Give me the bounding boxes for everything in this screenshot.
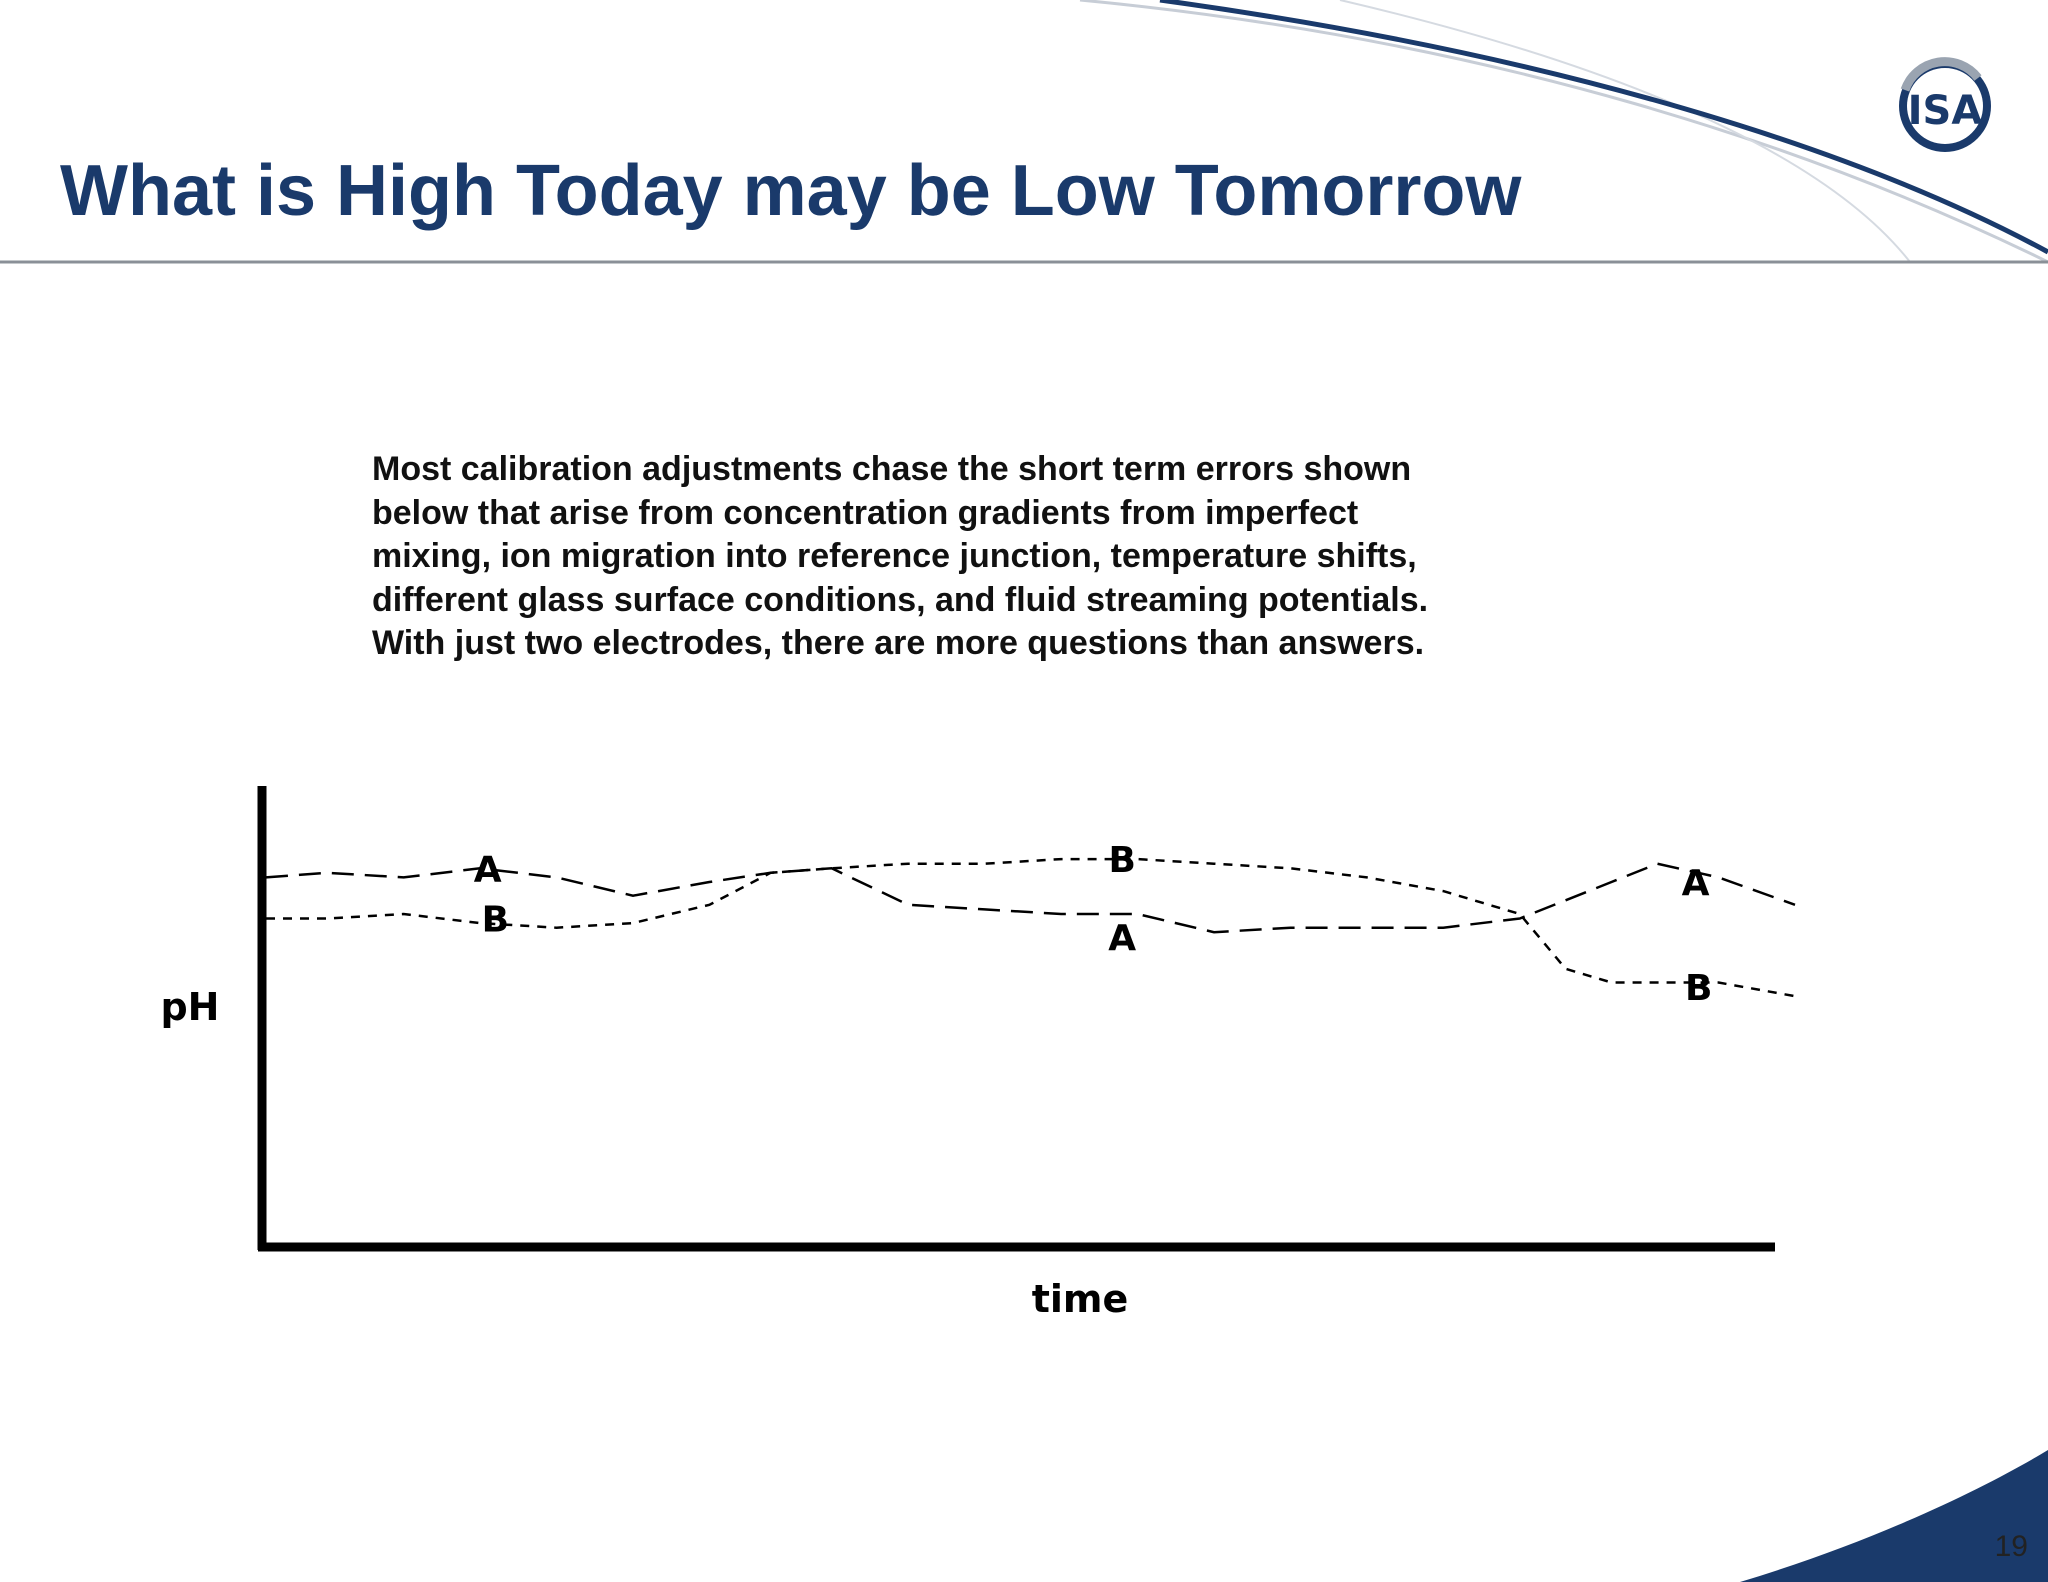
y-axis-label: pH	[160, 985, 219, 1029]
series-label-a: A	[1682, 863, 1710, 904]
series-line-a	[265, 862, 1796, 934]
body-line: different glass surface conditions, and …	[372, 580, 1429, 619]
series-layer	[265, 857, 1796, 998]
header-swoosh-dark	[1159, 0, 2048, 255]
body-line: below that arise from concentration grad…	[372, 493, 1359, 532]
body-line: With just two electrodes, there are more…	[372, 624, 1425, 662]
x-axis-label: time	[1032, 1277, 1129, 1321]
footer-wedge	[1740, 1450, 2048, 1582]
series-label-a: A	[474, 849, 502, 890]
isa-logo-text: ISA	[1908, 88, 1983, 134]
series-label-a: A	[1108, 918, 1136, 959]
body-line: Most calibration adjustments chase the s…	[372, 450, 1412, 488]
page-number: 19	[1994, 1530, 2028, 1563]
body-line: mixing, ion migration into reference jun…	[372, 537, 1417, 575]
series-label-b: B	[1108, 840, 1135, 881]
series-label-b: B	[482, 900, 509, 941]
series-line-b	[266, 857, 1796, 998]
header-swoosh-light-2	[1339, 0, 1911, 263]
series-label-b: B	[1685, 968, 1712, 1009]
slide-title: What is High Today may be Low Tomorrow	[60, 151, 1522, 231]
header-swoosh-light	[1079, 0, 2048, 264]
isa-logo: ISA	[1899, 57, 1991, 152]
body-paragraph: Most calibration adjustments chase the s…	[372, 448, 1572, 666]
